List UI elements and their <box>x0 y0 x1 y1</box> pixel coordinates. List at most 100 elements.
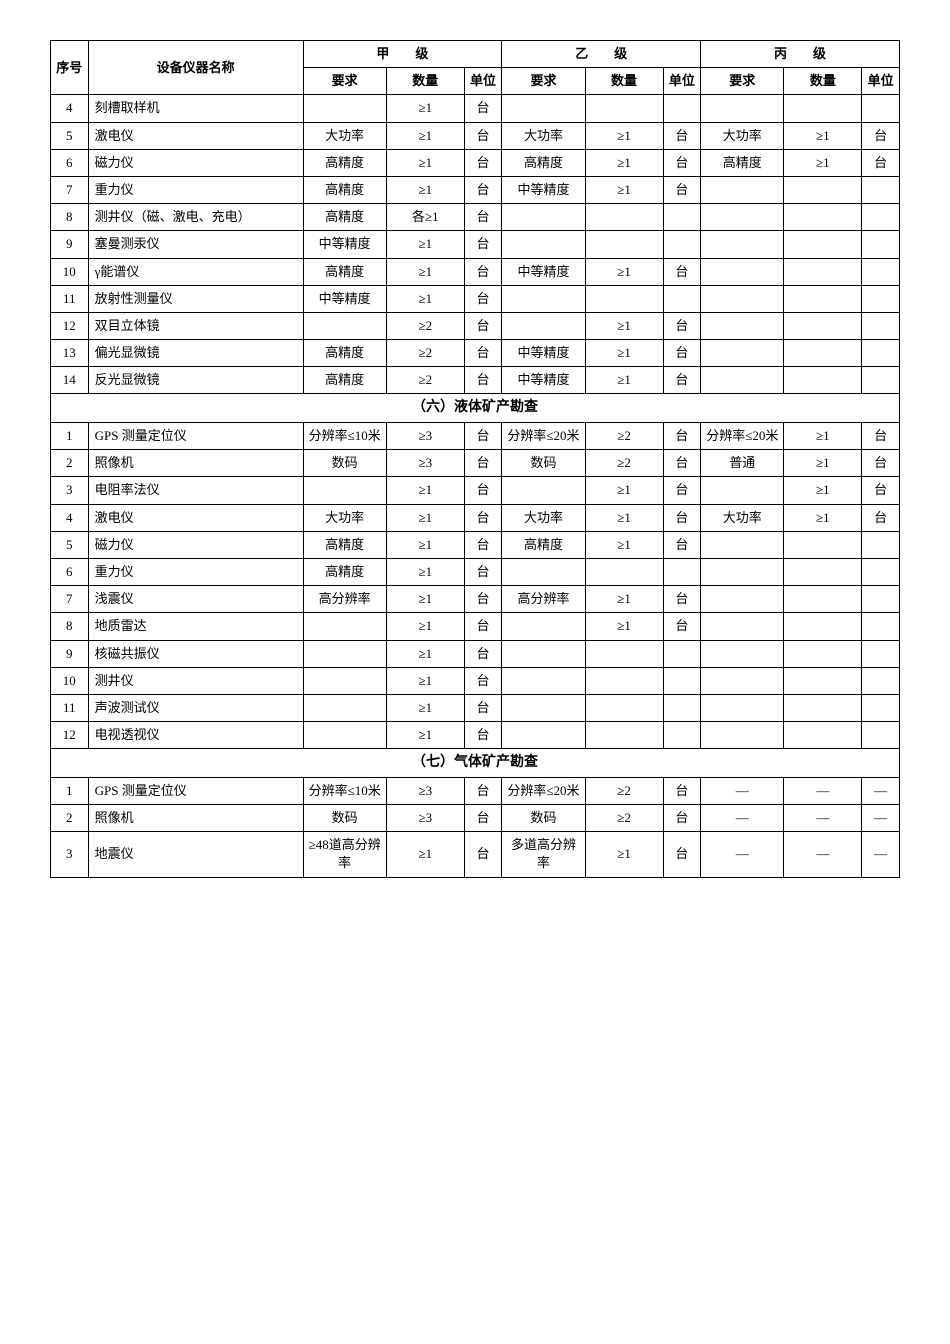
cell-c-req: — <box>701 805 784 832</box>
cell-b-unit: 台 <box>663 258 701 285</box>
cell-c-unit <box>862 176 900 203</box>
cell-a-unit: 台 <box>464 285 502 312</box>
cell-a-qty: ≥1 <box>386 504 464 531</box>
cell-c-unit <box>862 694 900 721</box>
cell-name: 测井仪 <box>88 667 303 694</box>
table-row: 12电视透视仪≥1台 <box>51 722 900 749</box>
cell-name: GPS 测量定位仪 <box>88 777 303 804</box>
cell-a-unit: 台 <box>464 504 502 531</box>
cell-c-qty <box>784 667 862 694</box>
cell-b-unit <box>663 231 701 258</box>
cell-a-qty: ≥1 <box>386 694 464 721</box>
cell-b-req: 多道高分辨率 <box>502 832 585 877</box>
cell-a-req <box>303 477 386 504</box>
cell-a-req: 数码 <box>303 450 386 477</box>
cell-name: 重力仪 <box>88 558 303 585</box>
cell-num: 5 <box>51 122 89 149</box>
cell-b-unit: 台 <box>663 176 701 203</box>
cell-a-req: 高精度 <box>303 340 386 367</box>
cell-a-unit: 台 <box>464 340 502 367</box>
cell-c-req <box>701 640 784 667</box>
cell-b-req <box>502 312 585 339</box>
cell-a-qty: ≥1 <box>386 149 464 176</box>
cell-name: 重力仪 <box>88 176 303 203</box>
cell-num: 2 <box>51 450 89 477</box>
cell-c-qty: ≥1 <box>784 477 862 504</box>
cell-name: 磁力仪 <box>88 531 303 558</box>
cell-a-unit: 台 <box>464 613 502 640</box>
cell-b-qty <box>585 95 663 122</box>
cell-name: 放射性测量仪 <box>88 285 303 312</box>
cell-c-req: 普通 <box>701 450 784 477</box>
cell-a-unit: 台 <box>464 312 502 339</box>
cell-c-req: 分辨率≤20米 <box>701 423 784 450</box>
cell-a-qty: 各≥1 <box>386 204 464 231</box>
table-row: 11放射性测量仪中等精度≥1台 <box>51 285 900 312</box>
cell-a-qty: ≥1 <box>386 477 464 504</box>
cell-name: 电阻率法仪 <box>88 477 303 504</box>
cell-b-unit: 台 <box>663 423 701 450</box>
cell-b-unit: 台 <box>663 504 701 531</box>
cell-name: 偏光显微镜 <box>88 340 303 367</box>
table-row: 12双目立体镜≥2台≥1台 <box>51 312 900 339</box>
equipment-table: 序号 设备仪器名称 甲 级 乙 级 丙 级 要求 数量 单位 要求 数量 单位 … <box>50 40 900 878</box>
cell-a-req: 高精度 <box>303 558 386 585</box>
cell-b-unit: 台 <box>663 340 701 367</box>
cell-num: 7 <box>51 586 89 613</box>
cell-b-qty: ≥1 <box>585 122 663 149</box>
table-header: 序号 设备仪器名称 甲 级 乙 级 丙 级 要求 数量 单位 要求 数量 单位 … <box>51 41 900 95</box>
cell-a-req <box>303 613 386 640</box>
cell-c-req: 大功率 <box>701 504 784 531</box>
cell-c-unit <box>862 367 900 394</box>
cell-b-unit <box>663 204 701 231</box>
cell-num: 13 <box>51 340 89 367</box>
cell-num: 9 <box>51 231 89 258</box>
cell-a-req: 数码 <box>303 805 386 832</box>
cell-b-qty: ≥2 <box>585 805 663 832</box>
table-row: 11声波测试仪≥1台 <box>51 694 900 721</box>
cell-c-qty <box>784 586 862 613</box>
cell-b-req: 中等精度 <box>502 176 585 203</box>
cell-b-unit: 台 <box>663 777 701 804</box>
cell-b-req <box>502 95 585 122</box>
cell-a-req: 分辨率≤10米 <box>303 423 386 450</box>
cell-a-qty: ≥1 <box>386 586 464 613</box>
cell-a-qty: ≥3 <box>386 805 464 832</box>
cell-num: 6 <box>51 149 89 176</box>
cell-a-unit: 台 <box>464 367 502 394</box>
cell-a-req: 高精度 <box>303 531 386 558</box>
table-row: 8地质雷达≥1台≥1台 <box>51 613 900 640</box>
cell-a-qty: ≥2 <box>386 312 464 339</box>
header-b-unit: 单位 <box>663 68 701 95</box>
header-num: 序号 <box>51 41 89 95</box>
cell-c-qty <box>784 694 862 721</box>
cell-b-unit <box>663 694 701 721</box>
cell-num: 7 <box>51 176 89 203</box>
cell-c-qty <box>784 285 862 312</box>
cell-a-unit: 台 <box>464 450 502 477</box>
cell-c-unit: — <box>862 777 900 804</box>
cell-a-qty: ≥1 <box>386 258 464 285</box>
cell-c-req: — <box>701 777 784 804</box>
table-row: 8测井仪（磁、激电、充电）高精度各≥1台 <box>51 204 900 231</box>
cell-c-qty <box>784 613 862 640</box>
cell-num: 3 <box>51 832 89 877</box>
cell-num: 3 <box>51 477 89 504</box>
cell-b-req: 高精度 <box>502 531 585 558</box>
cell-c-req <box>701 667 784 694</box>
cell-a-req: 中等精度 <box>303 231 386 258</box>
cell-b-qty <box>585 667 663 694</box>
cell-b-req <box>502 613 585 640</box>
cell-c-unit <box>862 722 900 749</box>
cell-b-qty: ≥1 <box>585 258 663 285</box>
cell-b-req <box>502 667 585 694</box>
cell-b-unit: 台 <box>663 613 701 640</box>
cell-b-req: 数码 <box>502 450 585 477</box>
table-row: 1GPS 测量定位仪分辨率≤10米≥3台分辨率≤20米≥2台——— <box>51 777 900 804</box>
cell-c-qty: ≥1 <box>784 450 862 477</box>
cell-num: 11 <box>51 694 89 721</box>
header-grade-c: 丙 级 <box>701 41 900 68</box>
cell-b-qty: ≥1 <box>585 504 663 531</box>
table-row: 6重力仪高精度≥1台 <box>51 558 900 585</box>
cell-name: 地震仪 <box>88 832 303 877</box>
